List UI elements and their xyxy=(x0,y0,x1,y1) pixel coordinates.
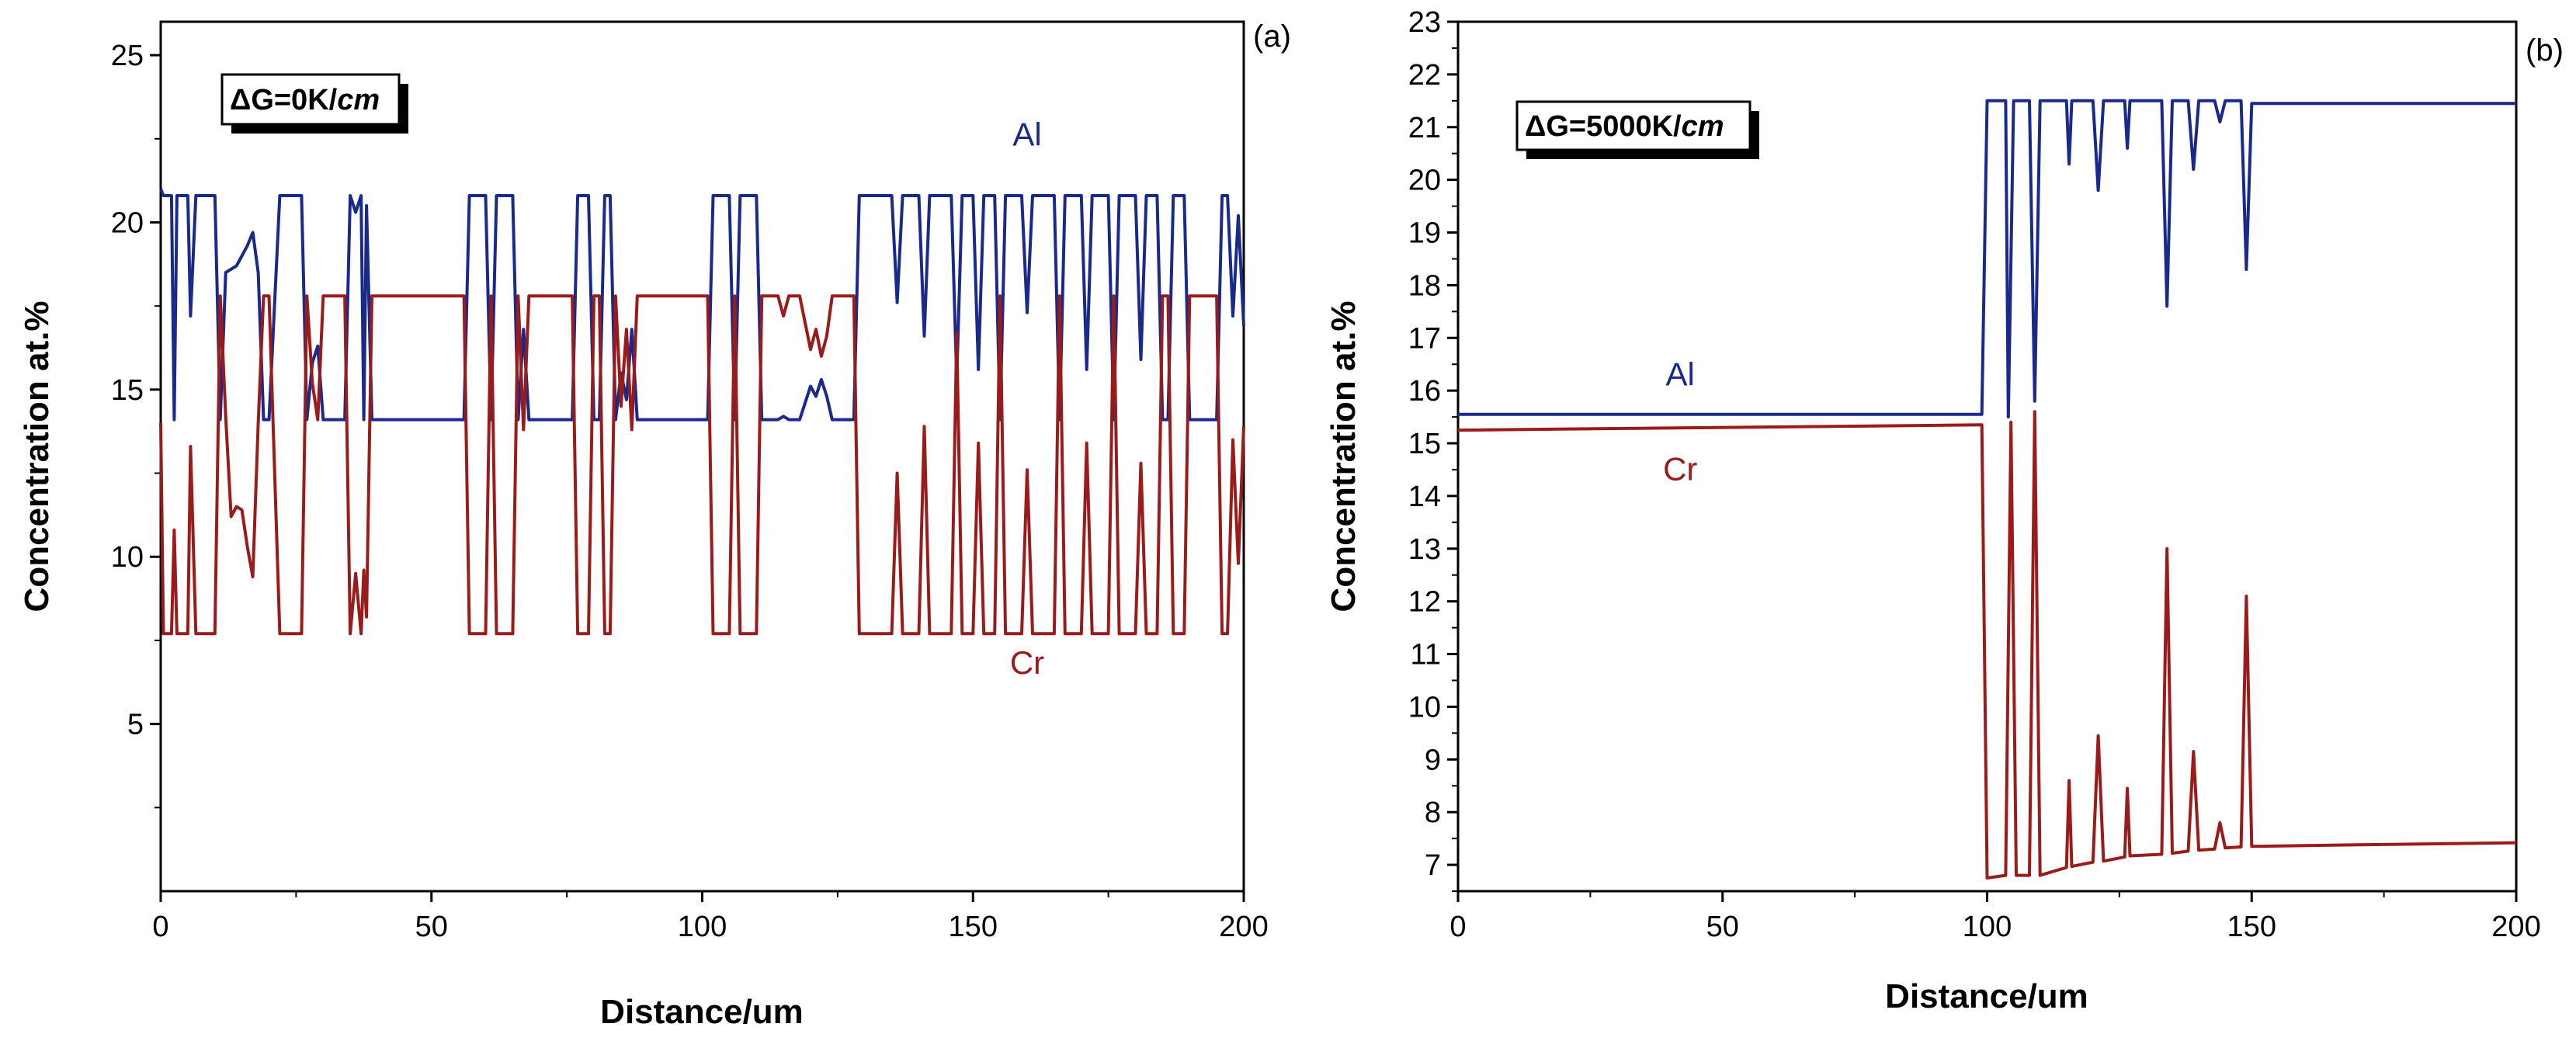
panel-b-annotation-box: ΔG=5000K/cm xyxy=(1515,100,1759,159)
panel-b-annotation: ΔG=5000K/cm xyxy=(1525,110,1724,143)
panel-b-series: Al Cr xyxy=(1457,99,2517,880)
panel-b-y-tick-label-14: 21 xyxy=(1408,112,1441,144)
panel-b-y-tick-label-8: 15 xyxy=(1408,428,1441,460)
panel-a-annotation-box: ΔG=0K/cm xyxy=(220,73,408,134)
panel-a-series-al-label: Al xyxy=(1012,116,1041,152)
panel-b-y-tick-label-6: 13 xyxy=(1408,533,1441,566)
panel-a-y-tick-label-3: 20 xyxy=(111,206,144,239)
panel-b-y-tick-label-3: 10 xyxy=(1408,691,1441,723)
panel-b-x-tick-label-4: 200 xyxy=(2491,911,2540,943)
panel-b-x-tick-label-3: 150 xyxy=(2227,911,2276,943)
panel-a: 5 10 15 20 25 0 50 100 150 200 Al Cr ΔG=0K/cm (a)… xyxy=(18,19,1291,1031)
panel-a-series: Al Cr xyxy=(159,116,1245,681)
panel-a-x-axis-title: Distance/um xyxy=(600,993,804,1031)
panel-b-y-tick-label-16: 23 xyxy=(1408,6,1441,39)
panel-b-series-al-line xyxy=(1458,99,2516,419)
panel-a-annotation: ΔG=0K/cm xyxy=(230,84,380,116)
panel-b-y-tick-label-2: 9 xyxy=(1425,744,1441,776)
panel-b-series-cr-line xyxy=(1457,410,2517,880)
panel-b-y-tick-label-7: 14 xyxy=(1408,481,1441,513)
panel-b-series-cr-label: Cr xyxy=(1663,451,1697,488)
panel-a-x-tick-label-3: 150 xyxy=(949,911,998,943)
panel-b-y-tick-label-11: 18 xyxy=(1408,269,1441,302)
panel-b-annotation-unit: cm xyxy=(1682,110,1724,143)
panel-a-series-al-line xyxy=(159,188,1245,422)
panel-b-y-tick-label-0: 7 xyxy=(1425,849,1441,882)
panel-a-y-tick-label-2: 15 xyxy=(111,374,144,407)
panel-a-annotation-unit: cm xyxy=(337,84,380,116)
panel-b-y-tick-label-15: 22 xyxy=(1408,59,1441,92)
panel-b-y-tick-label-4: 11 xyxy=(1411,639,1441,671)
panel-b-series-al-label: Al xyxy=(1666,356,1695,392)
panel-b-y-tick-label-9: 16 xyxy=(1408,375,1441,408)
panel-a-x-tick-label-1: 50 xyxy=(415,911,448,943)
panel-a-y-tick-label-0: 5 xyxy=(127,709,144,741)
panel-a-x-ticks: 0 50 100 150 200 xyxy=(152,891,1269,943)
panel-a-y-tick-label-1: 10 xyxy=(111,541,144,574)
panel-b-annotation-frame xyxy=(1515,100,1751,151)
panel-a-series-cr-label: Cr xyxy=(1010,644,1044,681)
panel-a-annotation-frame xyxy=(220,73,401,126)
panel-a-y-tick-label-4: 25 xyxy=(111,40,144,72)
panel-b-y-tick-label-10: 17 xyxy=(1408,322,1441,355)
panel-b-label: (b) xyxy=(2526,33,2564,68)
panel-a-label: (a) xyxy=(1253,19,1291,54)
panel-a-x-tick-label-2: 100 xyxy=(678,911,727,943)
panel-b-x-ticks: 0 50 100 150 200 xyxy=(1449,891,2541,943)
panel-a-x-tick-label-4: 200 xyxy=(1219,911,1268,943)
panel-b-y-axis-title: Concentration at.% xyxy=(1324,301,1363,612)
panel-a-series-cr-line xyxy=(159,294,1245,636)
panel-b-y-tick-label-13: 20 xyxy=(1408,165,1441,197)
panel-b-x-tick-label-2: 100 xyxy=(1963,911,2012,943)
panel-b: 7 8 9 10 11 12 13 14 15 16 17 18 19 20 21 22 23 0 50 100 15… xyxy=(1324,6,2564,1015)
panel-b-y-ticks: 7 8 9 10 11 12 13 14 15 16 17 18 19 20 21 22 23 xyxy=(1408,6,1458,892)
panel-b-y-tick-label-5: 12 xyxy=(1408,586,1441,619)
panel-b-x-tick-label-1: 50 xyxy=(1706,911,1739,943)
panel-a-y-axis-title: Concentration at.% xyxy=(18,301,56,612)
panel-b-y-tick-label-1: 8 xyxy=(1425,796,1441,829)
panel-a-x-tick-label-0: 0 xyxy=(152,911,168,943)
panel-a-y-ticks: 5 10 15 20 25 xyxy=(111,40,161,809)
panel-b-x-axis-title: Distance/um xyxy=(1885,977,2088,1015)
panel-a-plot-frame xyxy=(159,20,1245,893)
panel-b-y-tick-label-12: 19 xyxy=(1408,217,1441,250)
panel-b-x-tick-label-0: 0 xyxy=(1449,911,1466,943)
